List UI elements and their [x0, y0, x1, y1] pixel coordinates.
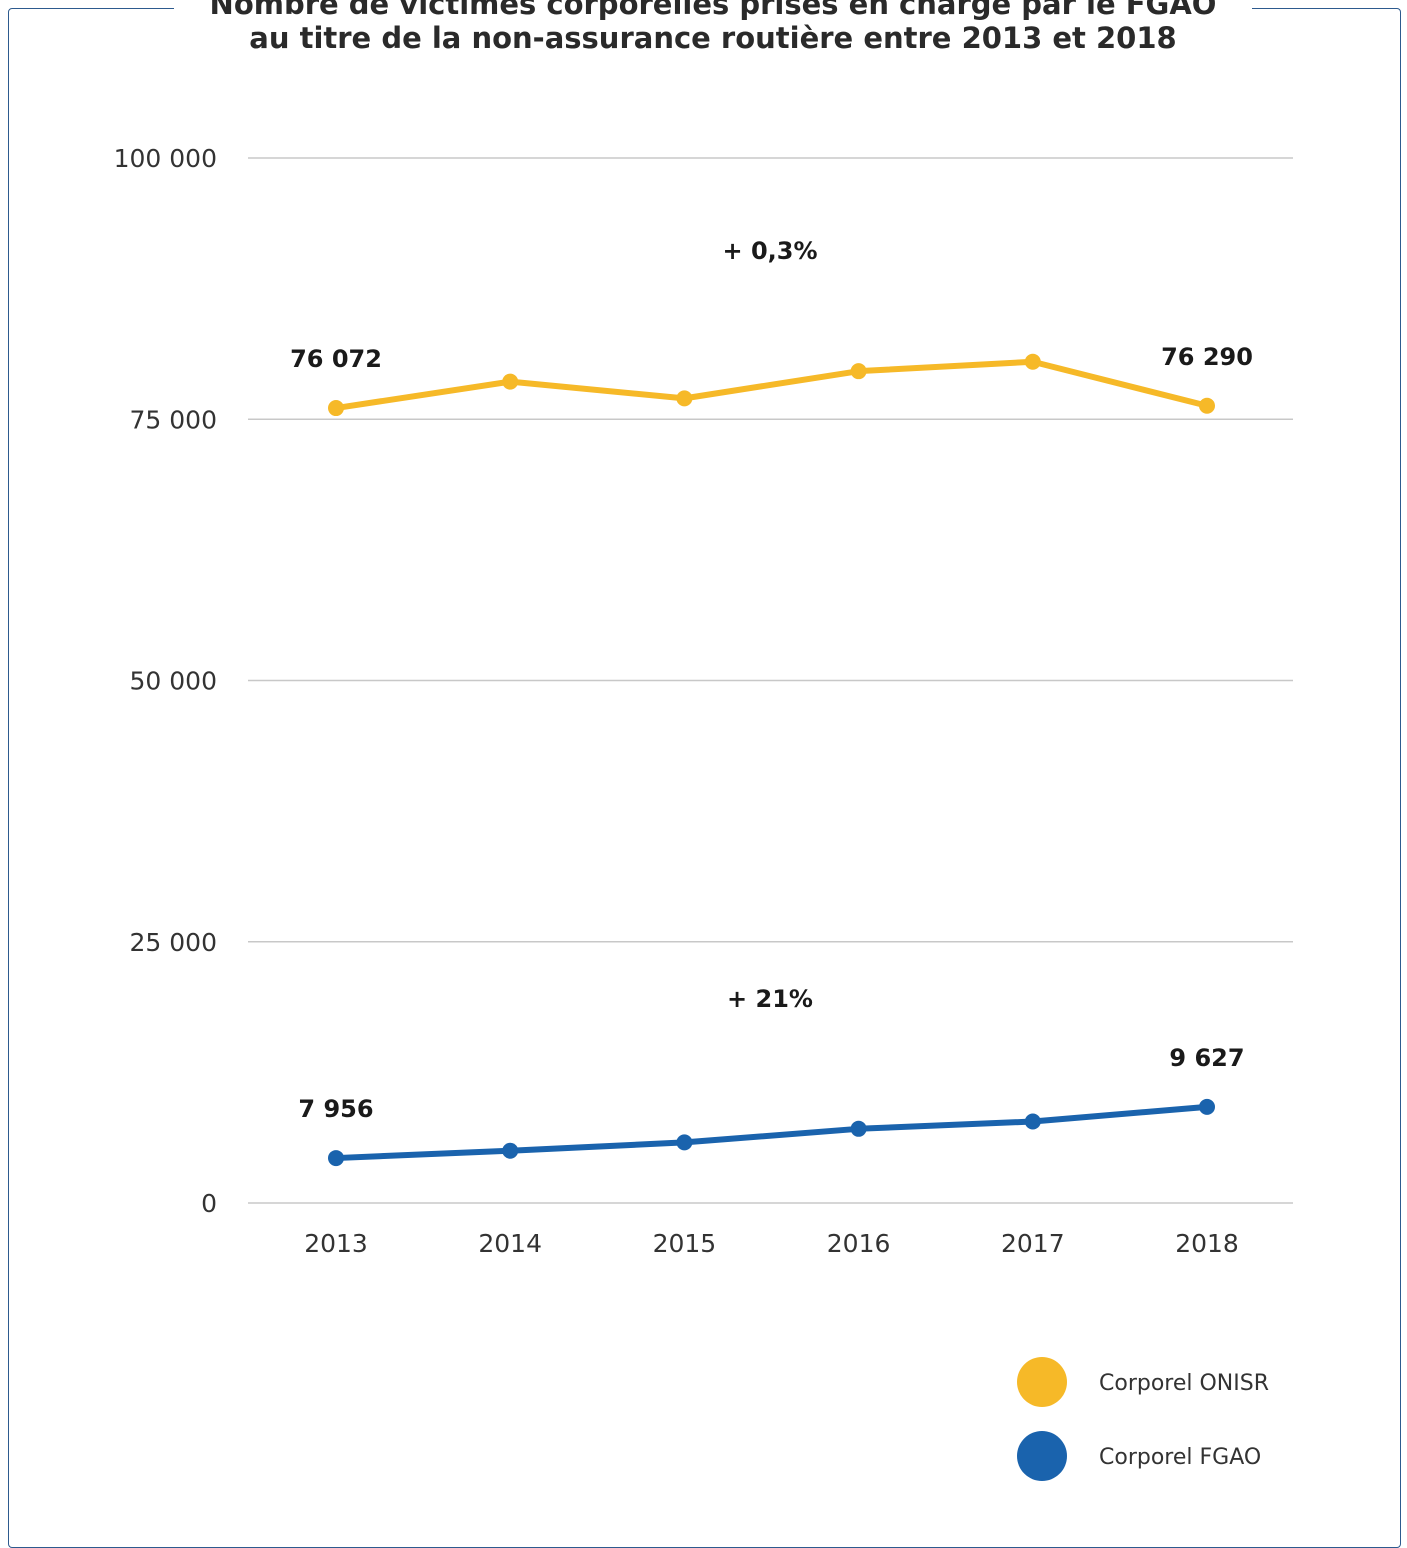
series-line [333, 358, 1210, 412]
data-label: 76 072 [290, 345, 382, 373]
x-tick-label: 2015 [653, 1229, 717, 1258]
data-point [850, 363, 867, 380]
x-tick-label: 2013 [304, 1229, 368, 1258]
x-tick-label: 2018 [1175, 1229, 1239, 1258]
data-point [502, 373, 519, 390]
data-point [502, 1142, 519, 1159]
legend-label: Corporel ONISR [1099, 1371, 1269, 1396]
data-point [328, 1150, 344, 1167]
chart-frame: Nombre de victimes corporelles prises en… [8, 0, 1401, 1548]
chart-title: Nombre de victimes corporelles prises en… [174, 0, 1252, 55]
data-label: 7 956 [298, 1095, 373, 1123]
data-point [1199, 397, 1215, 414]
data-point [676, 1134, 693, 1151]
data-point [1199, 1098, 1215, 1115]
x-tick-label: 2016 [827, 1229, 891, 1258]
x-tick-label: 2017 [1001, 1229, 1065, 1258]
growth-annotation: + 0,3% [722, 237, 817, 265]
series-line [333, 1103, 1210, 1162]
x-tick-label: 2014 [478, 1229, 542, 1258]
data-point [850, 1120, 867, 1137]
growth-annotation: + 21% [727, 985, 813, 1013]
chart-title-line-2: au titre de la non-assurance routière en… [249, 21, 1177, 55]
data-label: 76 290 [1161, 343, 1253, 371]
y-tick-label: 0 [201, 1189, 217, 1218]
data-label: 9 627 [1169, 1044, 1244, 1072]
data-point [328, 400, 344, 417]
data-point [1024, 353, 1041, 370]
y-tick-label: 75 000 [130, 405, 217, 434]
legend-swatch [1017, 1431, 1067, 1481]
y-tick-label: 100 000 [114, 144, 217, 173]
data-point [676, 390, 693, 407]
y-tick-label: 25 000 [130, 928, 217, 957]
chart-title-line-1: Nombre de victimes corporelles prises en… [209, 0, 1217, 21]
y-tick-label: 50 000 [130, 667, 217, 696]
data-point [1024, 1113, 1041, 1130]
legend-swatch [1017, 1357, 1067, 1407]
legend-label: Corporel FGAO [1099, 1445, 1261, 1470]
